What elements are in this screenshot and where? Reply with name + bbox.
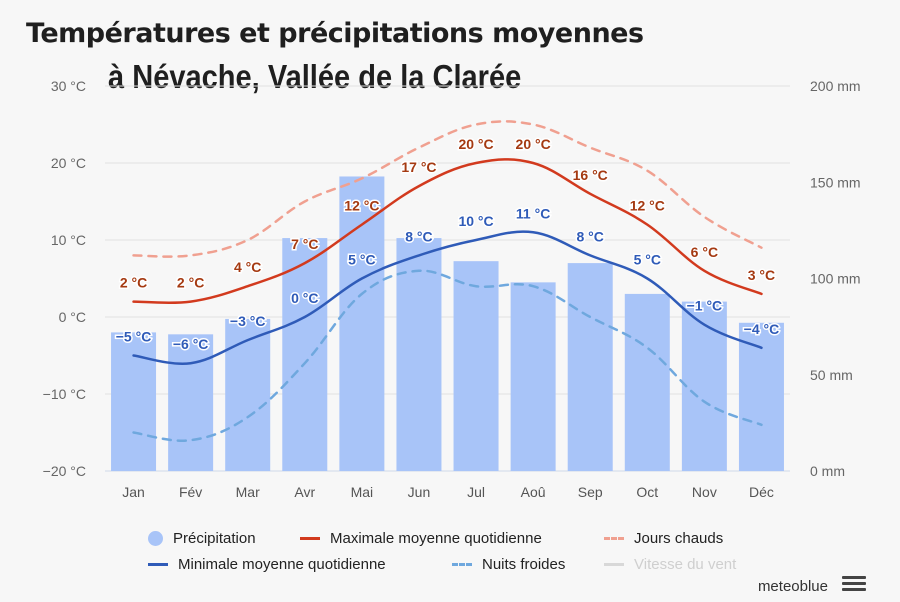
precip-bar	[738, 322, 784, 471]
brand-logo: meteoblue	[757, 578, 828, 595]
legend-label-cold: Nuits froides	[482, 556, 566, 573]
left-axis-tick-label: 30 °C	[51, 78, 86, 94]
max-temp-label: 7 °C	[291, 236, 318, 252]
x-axis-tick-label: Fév	[179, 484, 202, 500]
tmin-legend-line	[148, 563, 168, 566]
precip-bar	[567, 263, 613, 471]
precip-bar	[339, 176, 385, 471]
max-temp-line	[132, 158, 763, 305]
precip-bar	[624, 293, 670, 471]
left-axis-tick-label: 10 °C	[51, 232, 86, 248]
precip-bar	[111, 332, 157, 471]
legend-label-precip: Précipitation	[173, 530, 256, 547]
precip-bar	[453, 261, 499, 471]
min-temp-label: 8 °C	[577, 228, 604, 244]
max-temp-label: 20 °C	[516, 136, 551, 152]
legend-item-tmax[interactable]: Maximale moyenne quotidienne	[300, 530, 542, 547]
legend-label-hot: Jours chauds	[634, 530, 724, 547]
right-axis-tick-label: 0 mm	[810, 463, 845, 479]
max-temp-label: 20 °C	[458, 136, 493, 152]
min-temp-label: 11 °C	[516, 205, 550, 221]
legend-item-wind[interactable]: Vitesse du vent	[604, 556, 736, 573]
min-temp-label: −1 °C	[687, 298, 723, 314]
min-temp-label: 10 °C	[458, 213, 493, 229]
max-temp-label: 3 °C	[748, 267, 775, 283]
max-temp-label: 17 °C	[401, 159, 436, 175]
tmax-legend-line	[300, 537, 320, 540]
min-temp-label: 5 °C	[634, 252, 661, 268]
hot-legend-line	[604, 537, 624, 540]
min-temp-label: 5 °C	[348, 252, 375, 268]
x-axis-tick-label: Nov	[692, 484, 717, 500]
x-axis-tick-label: Mai	[351, 484, 374, 500]
legend-item-precip[interactable]: Précipitation	[148, 530, 256, 547]
legend-label-tmin: Minimale moyenne quotidienne	[178, 556, 386, 573]
precip-bar	[681, 301, 727, 471]
wind-legend-line	[604, 563, 624, 566]
left-axis-tick-label: −10 °C	[43, 386, 86, 402]
hamburger-menu-icon[interactable]	[842, 573, 866, 595]
right-axis-tick-label: 150 mm	[810, 174, 861, 190]
cold-nights-line	[132, 269, 763, 442]
min-temp-label: −6 °C	[173, 336, 209, 352]
legend-label-wind: Vitesse du vent	[634, 556, 737, 573]
max-temp-label: 16 °C	[573, 167, 608, 183]
x-axis-tick-label: Jun	[408, 484, 431, 500]
max-temp-label: 4 °C	[234, 259, 261, 275]
min-temp-line	[132, 230, 763, 365]
legend-item-cold[interactable]: Nuits froides	[452, 556, 565, 573]
min-temp-label: 0 °C	[291, 290, 318, 306]
max-temp-label: 2 °C	[177, 275, 204, 291]
precip-bar	[510, 282, 556, 471]
x-axis-tick-label: Jan	[122, 484, 145, 500]
max-temp-label: 12 °C	[344, 198, 379, 214]
x-axis-tick-label: Oct	[636, 484, 658, 500]
max-temp-label: 2 °C	[120, 275, 147, 291]
chart-title: Températures et précipitations moyennes	[26, 18, 644, 49]
right-axis-tick-label: 200 mm	[810, 78, 861, 94]
min-temp-label: −5 °C	[116, 329, 152, 345]
legend-label-tmax: Maximale moyenne quotidienne	[330, 530, 542, 547]
precip-bar	[168, 334, 214, 471]
right-axis-tick-label: 50 mm	[810, 367, 853, 383]
x-axis-tick-label: Déc	[749, 484, 774, 500]
max-temp-label: 12 °C	[630, 198, 665, 214]
precip-legend-marker	[148, 531, 163, 546]
x-axis-tick-label: Aoû	[521, 484, 546, 500]
left-axis-tick-label: 20 °C	[51, 155, 86, 171]
precip-bar	[225, 318, 271, 471]
min-temp-label: −4 °C	[744, 321, 780, 337]
x-axis-tick-label: Sep	[578, 484, 603, 500]
right-axis-tick-label: 100 mm	[810, 271, 861, 287]
left-axis-tick-label: −20 °C	[43, 463, 86, 479]
max-temp-label: 6 °C	[691, 244, 718, 260]
legend-item-tmin[interactable]: Minimale moyenne quotidienne	[148, 556, 386, 573]
cold-legend-line	[452, 563, 472, 566]
x-axis-tick-label: Jul	[467, 484, 485, 500]
x-axis-tick-label: Mar	[236, 484, 260, 500]
x-axis-tick-label: Avr	[294, 484, 315, 500]
hot-days-line	[132, 120, 763, 258]
precip-bar	[396, 238, 442, 471]
chart-subtitle: à Névache, Vallée de la Clarée	[108, 58, 522, 95]
precip-bar	[282, 238, 328, 471]
min-temp-label: 8 °C	[405, 228, 432, 244]
min-temp-label: −3 °C	[230, 313, 266, 329]
left-axis-tick-label: 0 °C	[59, 309, 86, 325]
legend-item-hot[interactable]: Jours chauds	[604, 530, 723, 547]
